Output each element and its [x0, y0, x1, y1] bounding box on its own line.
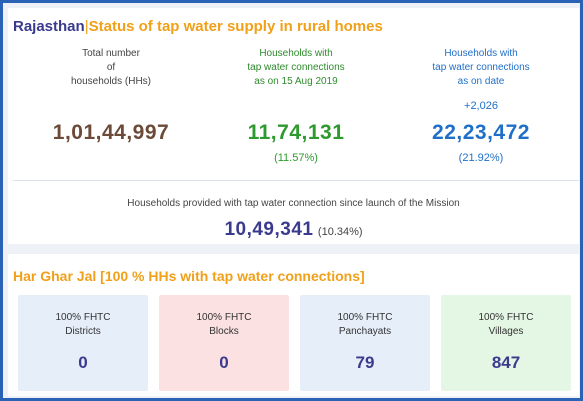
- total-label-line-2: of: [106, 62, 116, 73]
- baseline-percent: (11.57%): [274, 152, 318, 164]
- page-title: Rajasthan|Status of tap water supply in …: [13, 18, 383, 35]
- tile-label-line-1: 100% FHTC: [478, 312, 534, 323]
- tile-value: 0: [78, 353, 88, 372]
- tile-label-line-2: Villages: [488, 326, 524, 337]
- state-name: Rajasthan: [13, 18, 85, 35]
- tile-label-line-1: 100% FHTC: [337, 312, 393, 323]
- current-households-label: Households with tap water connections as…: [396, 47, 566, 89]
- tile-blocks[interactable]: 100% FHTC Blocks 0: [159, 295, 289, 391]
- status-subtitle: Status of tap water supply in rural home…: [88, 18, 383, 35]
- tile-districts[interactable]: 100% FHTC Districts 0: [18, 295, 148, 391]
- mission-label: Households provided with tap water conne…: [127, 198, 460, 209]
- current-label-line-2: tap water connections: [432, 62, 530, 73]
- current-percent: (21.92%): [458, 152, 504, 164]
- divider: [13, 180, 579, 181]
- har-ghar-jal-card: Har Ghar Jal [100 % HHs with tap water c…: [8, 254, 579, 396]
- tile-label-line-1: 100% FHTC: [196, 312, 252, 323]
- total-label-line-3: households (HHs): [70, 76, 152, 87]
- tile-value: 0: [219, 353, 229, 372]
- tile-label-line-2: Blocks: [209, 326, 239, 337]
- tile-value: 847: [491, 353, 521, 372]
- current-label-line-3: as on date: [457, 76, 505, 87]
- tile-panchayats[interactable]: 100% FHTC Panchayats 79: [300, 295, 430, 391]
- current-delta: +2,026: [464, 100, 498, 112]
- tile-villages[interactable]: 100% FHTC Villages 847: [441, 295, 571, 391]
- current-households-value: 22,23,472: [432, 121, 530, 144]
- mission-percent: (10.34%): [317, 226, 363, 238]
- baseline-label-line-2: tap water connections: [247, 62, 345, 73]
- tile-label: 100% FHTC Blocks: [159, 311, 289, 339]
- title-separator: |: [84, 18, 89, 35]
- baseline-households-label: Households with tap water connections as…: [211, 47, 381, 89]
- baseline-label-line-3: as on 15 Aug 2019: [254, 76, 338, 87]
- total-households-value: 1,01,44,997: [52, 121, 170, 144]
- tile-label: 100% FHTC Panchayats: [300, 311, 430, 339]
- tile-label-line-1: 100% FHTC: [55, 312, 111, 323]
- mission-value: 10,49,341: [224, 219, 314, 240]
- tile-label-line-2: Panchayats: [338, 326, 392, 337]
- total-label-line-1: Total number: [82, 48, 140, 59]
- mission-value-row: 10,49,341 (10.34%): [8, 219, 579, 241]
- tile-value: 79: [355, 353, 375, 372]
- tile-label-line-2: Districts: [65, 326, 101, 337]
- tile-label: 100% FHTC Villages: [441, 311, 571, 339]
- total-households-label: Total number of households (HHs): [26, 47, 196, 89]
- status-card: Rajasthan|Status of tap water supply in …: [8, 8, 579, 244]
- baseline-households-value: 11,74,131: [247, 121, 345, 144]
- har-ghar-jal-title: Har Ghar Jal [100 % HHs with tap water c…: [13, 268, 365, 284]
- baseline-label-line-1: Households with: [259, 48, 333, 59]
- current-label-line-1: Households with: [444, 48, 518, 59]
- tile-label: 100% FHTC Districts: [18, 311, 148, 339]
